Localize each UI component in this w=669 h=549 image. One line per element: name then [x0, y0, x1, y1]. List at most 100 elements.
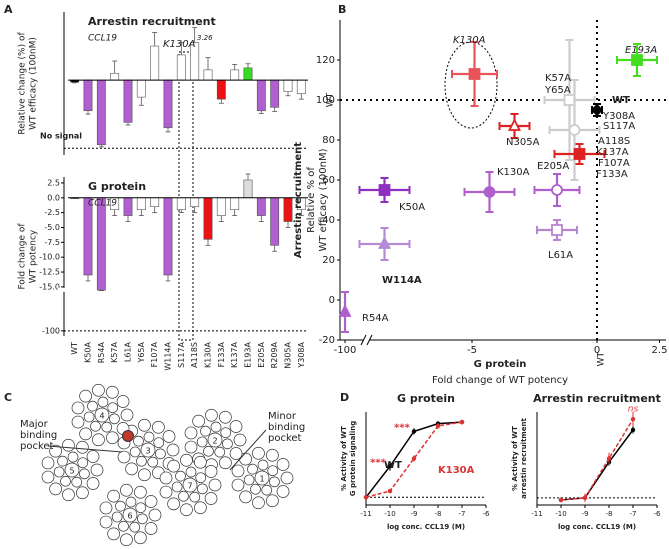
bar — [96, 197, 106, 291]
chart-subtitle: CCL19 — [88, 199, 117, 209]
residue — [185, 466, 197, 478]
point — [631, 54, 643, 66]
x-tick-label: -9 — [411, 510, 418, 518]
residue — [79, 389, 92, 403]
bar — [270, 197, 280, 246]
residue — [109, 413, 120, 425]
residue — [136, 455, 147, 467]
x-tick-label: -7 — [459, 510, 466, 518]
helix-core — [122, 507, 138, 523]
bar — [83, 79, 93, 112]
residue — [129, 446, 141, 458]
residue — [97, 396, 109, 408]
point — [338, 303, 352, 317]
residue — [135, 502, 147, 514]
bar — [96, 79, 106, 146]
residue — [92, 383, 105, 397]
residue — [118, 520, 129, 532]
x-tick-label: -6 — [483, 510, 491, 518]
residue — [79, 427, 92, 441]
bar — [256, 197, 266, 216]
helix-core — [254, 470, 270, 486]
point — [558, 497, 564, 503]
y-axis-label: WT efficacy (100nM) — [318, 148, 329, 251]
residue — [167, 459, 180, 473]
residue — [138, 418, 151, 432]
residue — [71, 476, 83, 488]
residue — [261, 484, 273, 496]
residue — [111, 511, 123, 523]
residue — [153, 437, 165, 449]
helix-label: 4 — [99, 412, 104, 421]
residue — [222, 438, 233, 450]
residue — [92, 433, 105, 447]
residue — [90, 463, 104, 477]
helix-label: 2 — [212, 437, 217, 446]
bar — [216, 197, 226, 216]
reference-label: WT — [597, 352, 607, 367]
point — [411, 456, 417, 461]
residue — [144, 495, 158, 508]
highlight-ellipse — [444, 41, 498, 129]
y-axis-label: WT potency — [29, 229, 39, 283]
residue — [120, 533, 133, 547]
point-label: K57A — [545, 73, 571, 84]
bar — [163, 197, 173, 276]
y-axis-label: % Activity of WT — [340, 426, 348, 491]
reference-label: No signal — [40, 132, 82, 141]
residue — [115, 500, 126, 512]
residue — [276, 458, 290, 471]
helix-core — [207, 432, 223, 448]
y-axis-label: arrestin recruitment — [520, 418, 528, 499]
residue — [184, 426, 198, 440]
bar — [123, 79, 133, 123]
residue — [120, 483, 133, 497]
point — [573, 148, 586, 160]
point — [387, 464, 393, 469]
residue — [200, 425, 211, 437]
point-label: WT — [612, 95, 630, 106]
residue — [162, 430, 176, 443]
x-tick-label: S117A — [177, 341, 186, 367]
residue — [137, 513, 148, 525]
helix-core — [94, 407, 110, 423]
y-tick-label: 60 — [322, 175, 335, 186]
residue — [107, 489, 120, 503]
residue — [159, 471, 173, 485]
residue — [196, 436, 208, 448]
residue — [220, 427, 232, 439]
panel-letter: A — [4, 3, 13, 16]
break-mark — [366, 334, 373, 346]
residue — [171, 481, 183, 493]
residue — [194, 455, 207, 469]
bar — [150, 45, 160, 81]
y-tick-label: -5.0 — [44, 223, 60, 232]
residue — [71, 415, 85, 429]
axis-break — [58, 287, 70, 292]
bar — [283, 197, 293, 222]
point — [563, 94, 576, 106]
point — [468, 68, 481, 80]
point — [582, 495, 588, 501]
residue — [60, 475, 71, 487]
residue — [134, 485, 147, 499]
residue — [101, 421, 113, 433]
residue — [229, 420, 243, 433]
residue — [229, 447, 243, 460]
x-tick-label: 0 — [594, 345, 600, 356]
reference-label: WT — [326, 92, 336, 107]
bar — [243, 179, 253, 199]
residue — [166, 443, 180, 457]
helix-label: 5 — [69, 467, 74, 476]
pointer — [229, 429, 267, 471]
point — [378, 184, 391, 196]
x-tick-label: E205A — [257, 341, 266, 367]
residue — [195, 472, 207, 484]
residue — [125, 462, 138, 476]
point-label: F107A — [598, 158, 630, 169]
residue — [194, 501, 207, 515]
highlight-residue — [122, 430, 134, 442]
helix-label: 3 — [145, 447, 150, 456]
y-tick-label: 20 — [322, 255, 335, 266]
point-label: E193A — [625, 45, 657, 56]
